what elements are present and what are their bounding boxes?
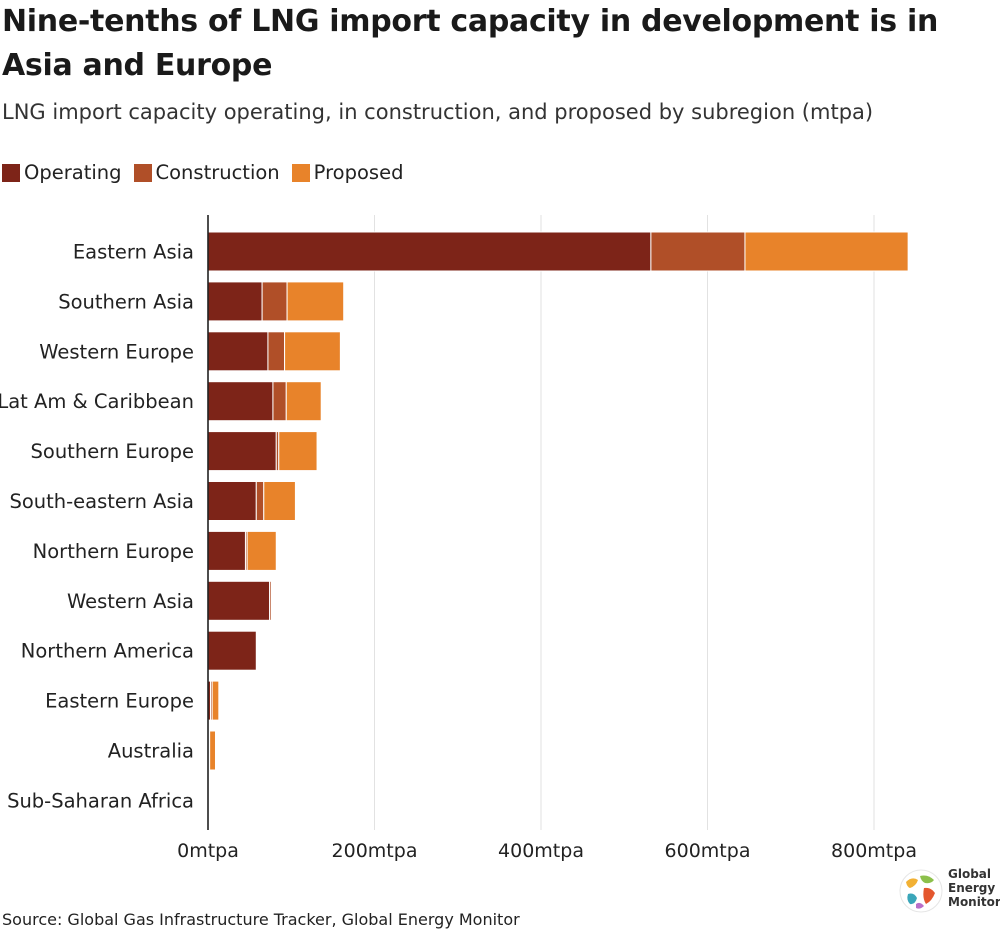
category-label: Western Asia (67, 590, 194, 613)
bar-segment-operating (207, 481, 257, 521)
x-tick-label: 0mtpa (177, 840, 239, 862)
bar-segment-proposed (285, 381, 322, 422)
logo-line-3: Monitor (948, 895, 1000, 909)
legend-swatch-proposed (291, 163, 310, 182)
bar-chart: 0mtpa 200mtpa 400mtpa 600mtpa 800mtpa Eastern… (0, 215, 917, 862)
bar-segment-operating (207, 281, 263, 322)
chart-title: Nine-tenths of LNG import capacity in de… (2, 4, 939, 83)
bar-segment-proposed (246, 530, 277, 571)
legend-item-construction: Construction (133, 161, 280, 184)
legend-label-operating: Operating (24, 161, 122, 184)
legend-swatch-construction (133, 163, 152, 182)
category-label: Eastern Asia (73, 241, 194, 264)
legend-swatch-operating (2, 163, 20, 182)
bar-segment-construction (267, 331, 286, 372)
bar-segment-construction (269, 580, 272, 621)
category-label: Lat Am & Caribbean (0, 390, 194, 413)
bar-segment-proposed (211, 680, 220, 721)
bar-segment-operating (207, 431, 277, 472)
bar-segment-operating (207, 580, 271, 621)
category-label: Sub-Saharan Africa (7, 789, 194, 812)
category-label: Southern Asia (58, 290, 194, 313)
category-label: Western Europe (39, 340, 194, 363)
bar-segment-operating (207, 530, 246, 571)
category-label: Northern America (21, 640, 194, 663)
x-tick-label: 400mtpa (498, 840, 584, 862)
category-label: Eastern Europe (45, 690, 194, 713)
logo-line-2: Energy (948, 881, 996, 895)
logo-text: Global Energy Monitor (948, 867, 1000, 909)
bar-segment-proposed (208, 780, 211, 821)
chart-subtitle: LNG import capacity operating, in constr… (2, 100, 874, 124)
bar-segment-operating (207, 381, 274, 422)
source-note: Source: Global Gas Infrastructure Tracke… (2, 910, 520, 929)
bar-segment-proposed (209, 730, 216, 771)
x-tick-label: 200mtpa (332, 840, 418, 862)
bar-segment-operating (207, 331, 269, 372)
legend-item-proposed: Proposed (291, 161, 404, 184)
logo-line-1: Global (948, 867, 992, 881)
bar-segment-proposed (284, 331, 341, 372)
gem-logo: Global Energy Monitor (898, 866, 1000, 926)
bar-segment-proposed (278, 431, 318, 472)
bar-segment-construction (255, 481, 265, 521)
x-tick-label: 600mtpa (665, 840, 751, 862)
legend-label-construction: Construction (155, 161, 280, 184)
bar-segment-operating (207, 630, 257, 671)
chart-legend: Operating Construction Proposed (2, 161, 415, 184)
category-label: Australia (108, 740, 194, 763)
category-label: Southern Europe (31, 440, 194, 463)
bar-segment-proposed (263, 481, 296, 521)
bar-segment-proposed (744, 231, 909, 272)
legend-item-operating: Operating (2, 161, 122, 184)
x-tick-label: 800mtpa (831, 840, 917, 862)
legend-label-proposed: Proposed (313, 161, 404, 184)
category-label: South-eastern Asia (9, 490, 194, 513)
globe-icon (899, 869, 943, 913)
bar-segment-construction (272, 381, 287, 422)
bar-segment-construction (261, 281, 288, 322)
bar-segment-proposed (286, 281, 345, 322)
bar-segment-construction (650, 231, 746, 272)
bar-segment-operating (207, 231, 652, 272)
category-label: Northern Europe (33, 540, 194, 563)
